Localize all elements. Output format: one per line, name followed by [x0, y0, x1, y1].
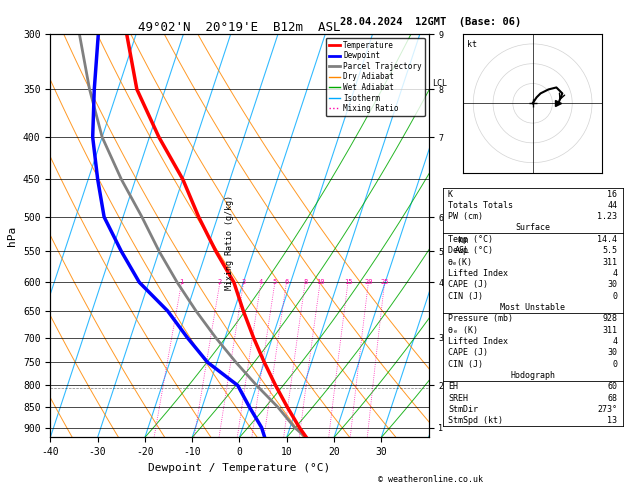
- Text: 8: 8: [303, 279, 308, 285]
- Text: 0: 0: [612, 360, 617, 369]
- Text: kt: kt: [467, 40, 477, 49]
- Text: Totals Totals: Totals Totals: [448, 201, 513, 210]
- Text: θₑ(K): θₑ(K): [448, 258, 473, 267]
- X-axis label: Dewpoint / Temperature (°C): Dewpoint / Temperature (°C): [148, 463, 331, 473]
- Text: 2: 2: [218, 279, 222, 285]
- Text: Surface: Surface: [515, 223, 550, 232]
- Text: Mixing Ratio (g/kg): Mixing Ratio (g/kg): [225, 195, 234, 291]
- Title: 49°02'N  20°19'E  B12m  ASL: 49°02'N 20°19'E B12m ASL: [138, 21, 341, 34]
- Text: 6: 6: [284, 279, 289, 285]
- Text: CAPE (J): CAPE (J): [448, 280, 488, 290]
- Text: 4: 4: [612, 269, 617, 278]
- Text: PW (cm): PW (cm): [448, 212, 483, 222]
- Text: SREH: SREH: [448, 394, 468, 403]
- Text: StmDir: StmDir: [448, 405, 478, 414]
- Text: 311: 311: [603, 326, 617, 335]
- Text: 13: 13: [608, 417, 617, 425]
- Text: 273°: 273°: [598, 405, 617, 414]
- Text: 928: 928: [603, 314, 617, 323]
- Text: EH: EH: [448, 382, 458, 391]
- Text: Dewp (°C): Dewp (°C): [448, 246, 493, 256]
- Text: Most Unstable: Most Unstable: [500, 303, 565, 312]
- Text: 25: 25: [381, 279, 389, 285]
- Text: LCL: LCL: [431, 79, 447, 88]
- Text: 15: 15: [343, 279, 352, 285]
- Text: © weatheronline.co.uk: © weatheronline.co.uk: [379, 474, 483, 484]
- Text: Hodograph: Hodograph: [510, 370, 555, 380]
- Text: 44: 44: [608, 201, 617, 210]
- Text: 20: 20: [364, 279, 372, 285]
- Text: 68: 68: [608, 394, 617, 403]
- Text: CIN (J): CIN (J): [448, 292, 483, 301]
- Text: CAPE (J): CAPE (J): [448, 348, 488, 357]
- Text: 16: 16: [608, 190, 617, 199]
- Text: StmSpd (kt): StmSpd (kt): [448, 417, 503, 425]
- Text: 10: 10: [316, 279, 325, 285]
- Text: θₑ (K): θₑ (K): [448, 326, 478, 335]
- Text: K: K: [448, 190, 453, 199]
- Text: 5: 5: [273, 279, 277, 285]
- Text: Lifted Index: Lifted Index: [448, 337, 508, 346]
- Text: 30: 30: [608, 280, 617, 290]
- Text: 28.04.2024  12GMT  (Base: 06): 28.04.2024 12GMT (Base: 06): [340, 17, 521, 27]
- Text: 4: 4: [259, 279, 263, 285]
- Text: Temp (°C): Temp (°C): [448, 235, 493, 244]
- Y-axis label: km
ASL: km ASL: [455, 236, 470, 255]
- Text: 14.4: 14.4: [598, 235, 617, 244]
- Text: 311: 311: [603, 258, 617, 267]
- Y-axis label: hPa: hPa: [8, 226, 18, 246]
- Text: 1: 1: [179, 279, 184, 285]
- Legend: Temperature, Dewpoint, Parcel Trajectory, Dry Adiabat, Wet Adiabat, Isotherm, Mi: Temperature, Dewpoint, Parcel Trajectory…: [326, 38, 425, 116]
- Text: 60: 60: [608, 382, 617, 391]
- Text: 30: 30: [608, 348, 617, 357]
- Text: 1.23: 1.23: [598, 212, 617, 222]
- Text: 0: 0: [612, 292, 617, 301]
- Text: CIN (J): CIN (J): [448, 360, 483, 369]
- Text: 3: 3: [242, 279, 246, 285]
- Text: 5.5: 5.5: [603, 246, 617, 256]
- Text: 4: 4: [612, 337, 617, 346]
- Text: Pressure (mb): Pressure (mb): [448, 314, 513, 323]
- Text: Lifted Index: Lifted Index: [448, 269, 508, 278]
